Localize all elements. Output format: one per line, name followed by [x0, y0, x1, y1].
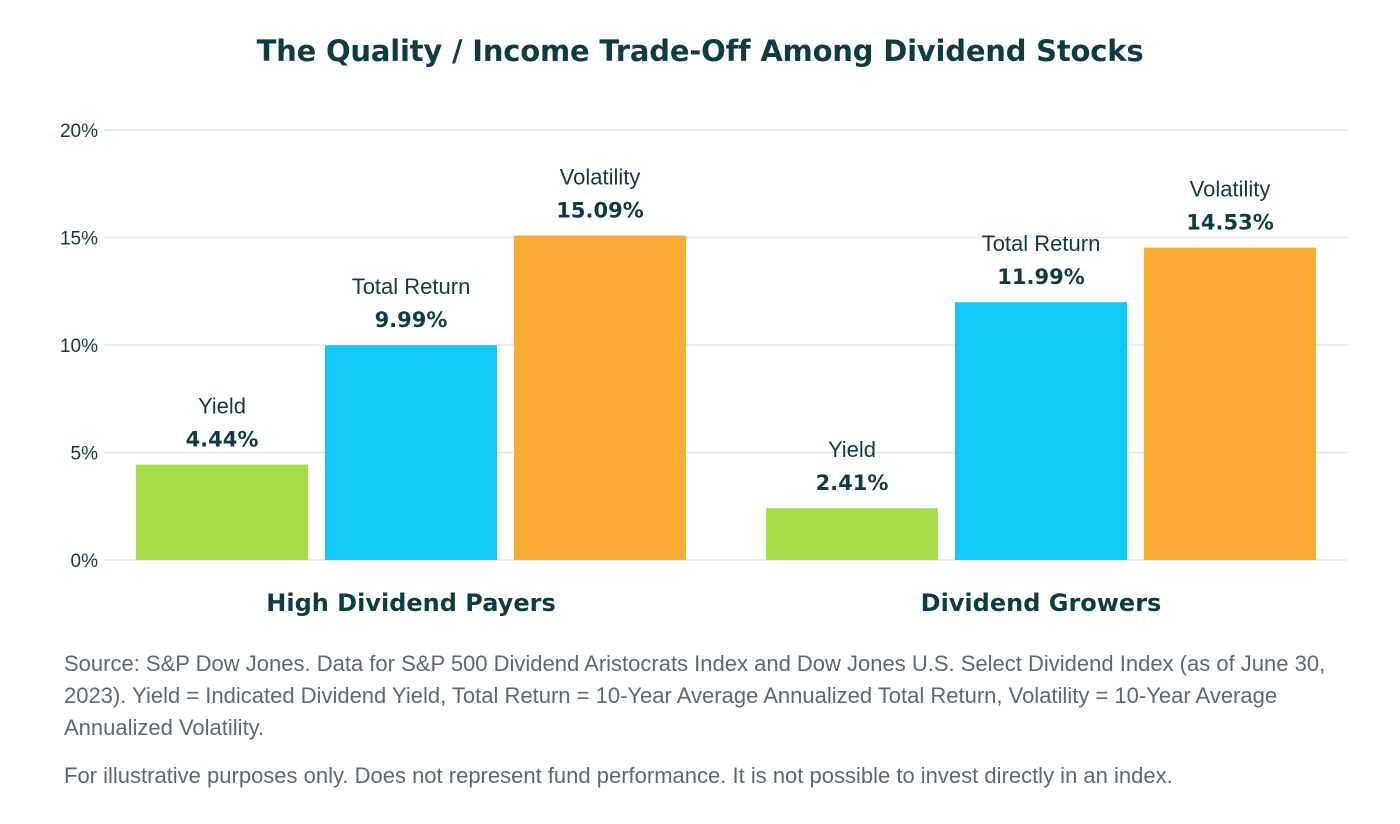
source-note: Source: S&P Dow Jones. Data for S&P 500 … — [64, 651, 1326, 740]
y-tick-label: 15% — [60, 229, 98, 250]
gridlines — [104, 129, 1348, 561]
bars — [136, 235, 1316, 561]
y-tick-label: 10% — [60, 336, 98, 357]
bar-value-label: 2.41% — [816, 471, 889, 495]
y-tick-label: 0% — [71, 551, 99, 572]
bar-series-label: Yield — [198, 394, 246, 419]
bar-volatility — [514, 235, 686, 560]
x-category-label: High Dividend Payers — [266, 589, 555, 617]
bar-value-label: 14.53% — [1186, 211, 1273, 235]
bar-series-label: Volatility — [560, 165, 641, 190]
bar-volatility — [1144, 247, 1316, 561]
bar-series-label: Yield — [828, 437, 876, 462]
x-category-label: Dividend Growers — [921, 589, 1162, 617]
chart-title: The Quality / Income Trade-Off Among Div… — [256, 34, 1144, 68]
bar-yield — [766, 508, 938, 560]
bar-value-label: 9.99% — [375, 308, 448, 332]
bar-total-return — [955, 302, 1127, 560]
bar-value-label: 15.09% — [556, 199, 643, 223]
bar-series-label: Total Return — [982, 231, 1101, 256]
bar-value-label: 4.44% — [186, 428, 259, 452]
bar-chart: 0% 5% 10% 15% 20% Yield 4.44% Total Return 9.99… — [60, 121, 1348, 617]
bar-yield — [136, 464, 308, 560]
data-labels: Yield 4.44% Total Return 9.99% Volatility 15.… — [186, 165, 1274, 496]
y-axis-tick-labels: 0% 5% 10% 15% 20% — [60, 121, 98, 572]
bar-series-label: Volatility — [1190, 177, 1271, 202]
y-tick-label: 5% — [71, 444, 99, 465]
bar-series-label: Total Return — [352, 274, 471, 299]
y-tick-label: 20% — [60, 121, 98, 142]
bar-value-label: 11.99% — [997, 265, 1084, 289]
x-axis-category-labels: High Dividend Payers Dividend Growers — [266, 589, 1161, 617]
bar-total-return — [325, 345, 497, 560]
disclaimer-note: For illustrative purposes only. Does not… — [64, 763, 1173, 788]
